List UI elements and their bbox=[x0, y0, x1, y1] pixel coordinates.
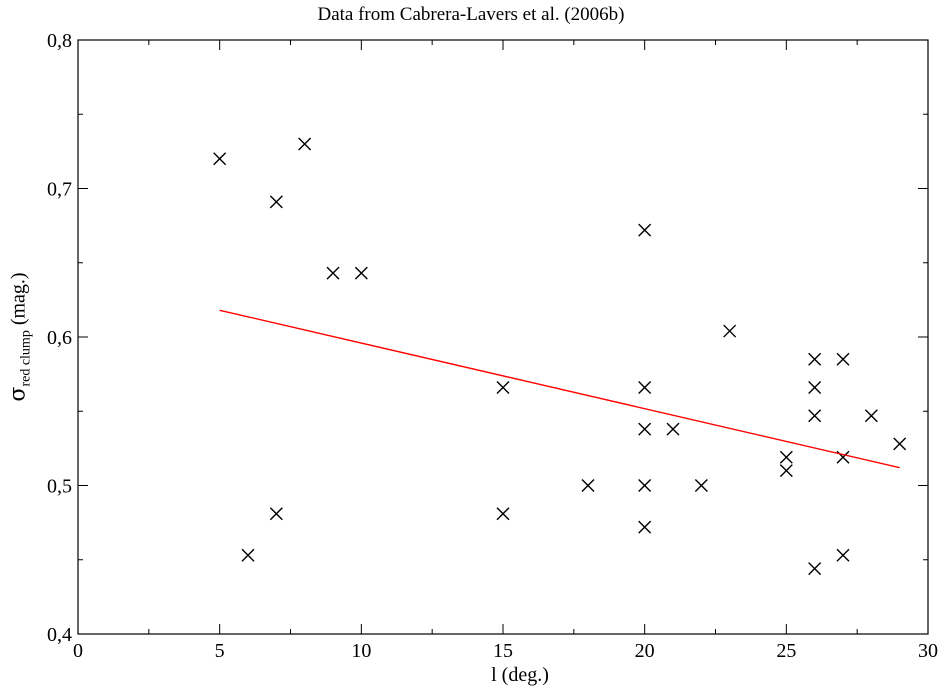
x-tick-label: 25 bbox=[776, 640, 796, 662]
data-point bbox=[496, 380, 510, 394]
data-point bbox=[638, 520, 652, 534]
axes: 0 5 10 15 20 25 30 0,4 0,5 0,6 0,7 0,8 bbox=[47, 30, 938, 662]
y-tick-label: 0,6 bbox=[47, 327, 72, 349]
plot-frame bbox=[77, 39, 929, 635]
x-tick-label: 0 bbox=[73, 640, 83, 662]
data-point bbox=[893, 437, 907, 451]
x-tick-label: 20 bbox=[635, 640, 655, 662]
x-tick-label: 15 bbox=[493, 640, 513, 662]
y-tick-label: 0,7 bbox=[47, 179, 72, 201]
data-marks bbox=[213, 137, 907, 576]
fit-line bbox=[219, 309, 900, 469]
data-point bbox=[864, 409, 878, 423]
y-tick-label: 0,8 bbox=[47, 30, 72, 52]
data-point bbox=[808, 380, 822, 394]
data-point bbox=[269, 195, 283, 209]
data-point bbox=[298, 137, 312, 151]
data-point bbox=[354, 266, 368, 280]
data-point bbox=[666, 422, 680, 436]
chart-title: Data from Cabrera-Lavers et al. (2006b) bbox=[317, 4, 625, 25]
data-point bbox=[241, 548, 255, 562]
data-point bbox=[326, 266, 340, 280]
x-axis-label: l (deg.) bbox=[491, 664, 549, 686]
x-tick-label: 30 bbox=[918, 640, 938, 662]
y-axis-label-unit: (mag.) bbox=[7, 272, 30, 326]
y-tick-label: 0,4 bbox=[47, 624, 72, 646]
data-point bbox=[496, 507, 510, 521]
data-point bbox=[213, 152, 227, 166]
data-point bbox=[808, 409, 822, 423]
data-point bbox=[581, 479, 595, 492]
x-tick-label: 5 bbox=[215, 640, 225, 662]
data-point bbox=[836, 548, 850, 562]
data-point bbox=[779, 450, 793, 464]
data-point bbox=[638, 223, 652, 237]
data-point bbox=[779, 464, 793, 478]
data-point bbox=[694, 479, 708, 492]
y-tick-label: 0,5 bbox=[47, 476, 72, 498]
data-point bbox=[638, 479, 652, 492]
data-point bbox=[638, 422, 652, 436]
data-point bbox=[836, 352, 850, 366]
data-point bbox=[808, 352, 822, 366]
y-axis-label-symbol: σ bbox=[5, 386, 31, 402]
x-tick-label: 10 bbox=[351, 640, 371, 662]
data-point bbox=[808, 562, 822, 576]
y-axis-label-subscript: red clump bbox=[18, 330, 34, 387]
data-point bbox=[638, 380, 652, 394]
data-point bbox=[269, 507, 283, 521]
data-point bbox=[723, 324, 737, 338]
